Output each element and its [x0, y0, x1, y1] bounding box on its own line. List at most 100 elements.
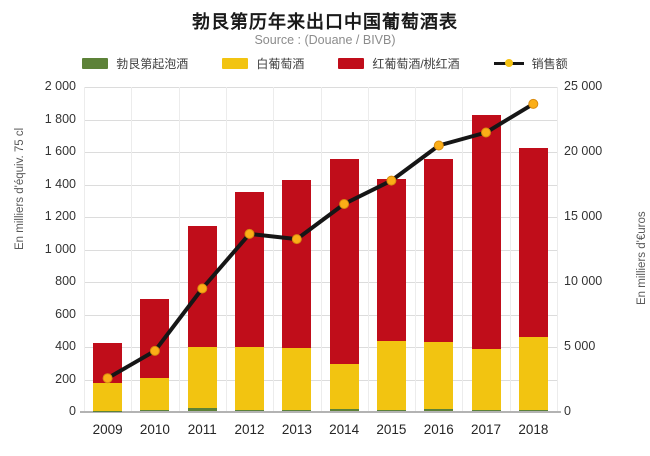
bar-segment	[235, 410, 265, 411]
chart-subtitle: Source : (Douane / BIVB)	[254, 33, 396, 47]
sales-line-overlay	[102, 98, 539, 384]
legend-item-2: 白葡萄酒	[222, 55, 304, 72]
x-axis-label-2018: 2018	[518, 422, 549, 437]
legend-swatch-icon	[222, 57, 249, 69]
bar-stack-2010	[140, 298, 170, 411]
sales-data-point-marker	[386, 175, 397, 186]
bar-segment	[471, 349, 501, 411]
vertical-gridline	[367, 87, 369, 412]
x-axis-label-2016: 2016	[423, 422, 454, 437]
left-axis-tick-label: 600	[55, 306, 76, 321]
sales-data-point-marker	[339, 199, 350, 209]
sales-data-point-marker	[433, 140, 444, 151]
sales-data-point-marker	[197, 283, 208, 294]
legend-item-label: 白葡萄酒	[256, 56, 305, 71]
left-axis-tick-label: 1 400	[44, 176, 76, 191]
bar-segment	[235, 191, 265, 347]
bar-segment	[376, 179, 406, 341]
x-axis-label-2010: 2010	[139, 422, 170, 437]
left-axis-tick-label: 2 000	[44, 79, 76, 93]
bar-segment	[235, 346, 265, 411]
bar-segment	[518, 409, 548, 411]
vertical-gridline	[462, 87, 464, 412]
right-axis-tick-label: 15 000	[564, 209, 603, 223]
bar-segment	[140, 377, 170, 411]
sales-data-point-marker	[149, 345, 160, 356]
left-axis-tick-label: 1 000	[44, 241, 76, 256]
bar-segment	[376, 340, 406, 410]
vertical-gridline	[509, 87, 511, 412]
sales-data-point-marker	[528, 98, 539, 109]
vertical-gridline	[178, 87, 180, 412]
vertical-gridline	[84, 87, 85, 412]
x-axis-label-2009: 2009	[92, 422, 123, 437]
right-axis-tick-label: 0	[564, 404, 571, 418]
bar-segment	[140, 410, 170, 411]
right-axis-tick-label: 20 000	[564, 144, 603, 158]
bar-stack-2012	[235, 191, 265, 411]
vertical-gridline	[415, 87, 417, 412]
legend-swatch-icon	[338, 57, 365, 69]
bar-segment	[424, 341, 454, 410]
bar-stack-2011	[187, 225, 217, 411]
left-axis-tick-label: 1 200	[44, 209, 76, 223]
bar-segment	[282, 410, 312, 411]
bar-segment	[282, 348, 312, 411]
bar-segment	[329, 409, 359, 411]
bar-stack-2014	[329, 159, 359, 411]
bar-segment	[187, 347, 217, 409]
left-axis-tick-label: 400	[55, 339, 76, 353]
bar-segment	[518, 147, 548, 337]
vertical-gridline	[131, 87, 133, 412]
legend-item-label: 红葡萄酒/桃红酒	[372, 56, 460, 71]
bar-segment	[282, 180, 312, 349]
right-axis-tick-label: 25 000	[564, 79, 603, 93]
right-axis-tick-label: 10 000	[564, 274, 603, 288]
x-axis-label-2013: 2013	[281, 422, 312, 437]
x-axis-label-2012: 2012	[234, 422, 265, 437]
bar-segment	[424, 409, 454, 411]
sales-line	[105, 101, 536, 381]
bar-stack-2018	[518, 147, 548, 411]
left-axis-tick-label: 0	[69, 404, 76, 418]
legend-item-label: 销售额	[531, 56, 568, 71]
left-axis-tick-label: 1 800	[44, 111, 76, 126]
x-axis-line	[80, 411, 561, 413]
right-axis-tick-label: 5 000	[564, 339, 596, 353]
bar-segment	[376, 409, 406, 411]
sales-data-point-marker	[481, 127, 491, 138]
bar-segment	[329, 159, 359, 365]
sales-data-point-marker	[244, 228, 255, 239]
bar-segment	[187, 408, 217, 411]
bar-segment	[424, 159, 454, 342]
right-axis-title: En milliers d'€uros	[636, 211, 648, 305]
legend-item-label: 勃艮第起泡酒	[116, 56, 189, 71]
bar-stack-2013	[282, 180, 312, 411]
sales-data-point-marker	[102, 373, 113, 384]
x-axis-label-2014: 2014	[329, 422, 360, 437]
left-axis-tick-label: 1 600	[44, 144, 76, 158]
legend-line-marker-icon	[493, 58, 524, 69]
left-axis-tick-label: 800	[55, 274, 76, 288]
vertical-gridline	[225, 87, 227, 412]
legend-swatch-icon	[82, 57, 109, 69]
legend-item-1: 勃艮第起泡酒	[82, 55, 188, 72]
bar-segment	[329, 364, 359, 410]
chart-title: 勃艮第历年来出口中国葡萄酒表	[192, 12, 458, 32]
x-axis-label-2015: 2015	[376, 422, 407, 437]
vertical-gridline	[273, 87, 275, 412]
bar-segment	[471, 115, 501, 350]
vertical-gridline	[557, 87, 558, 412]
bar-stack-2015	[376, 179, 406, 411]
left-axis-tick-label: 200	[55, 371, 76, 386]
x-axis-label-2011: 2011	[187, 422, 217, 437]
bar-segment	[471, 410, 501, 411]
legend-item-3: 红葡萄酒/桃红酒	[338, 55, 460, 72]
vertical-gridline	[320, 87, 322, 412]
legend-item-4: 销售额	[493, 55, 568, 72]
plot-area	[80, 87, 561, 413]
sales-data-point-marker	[291, 234, 302, 245]
bar-stack-2016	[424, 159, 454, 411]
x-axis-label-2017: 2017	[471, 422, 502, 437]
